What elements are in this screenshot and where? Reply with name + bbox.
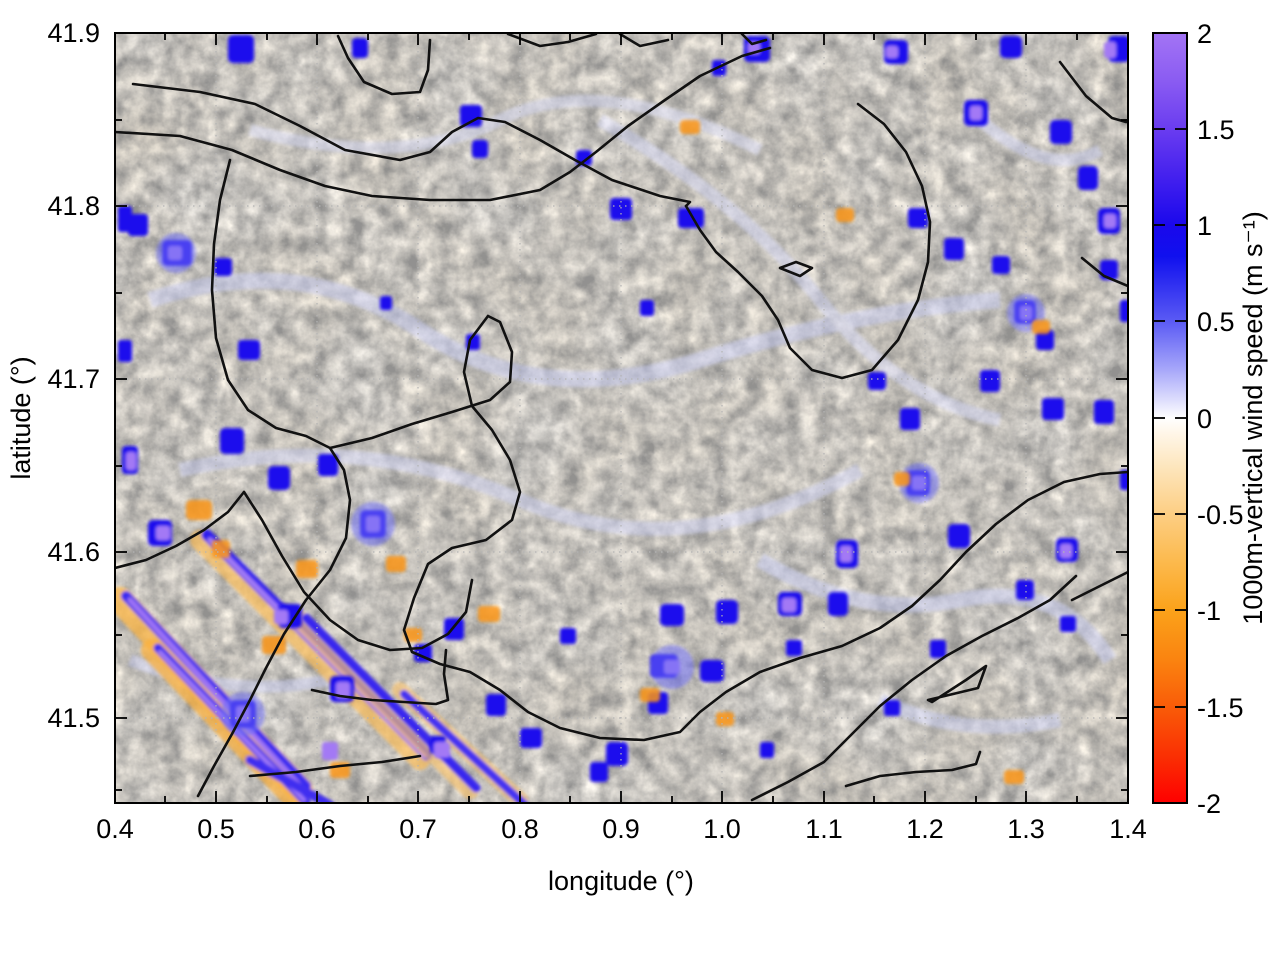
terrain-contour-lines bbox=[115, 33, 1128, 802]
x-tick-label: 0.8 bbox=[501, 814, 539, 844]
x-axis-tick-labels: 0.4 0.5 0.6 0.7 0.8 0.9 1.0 1.1 1.2 1.3 … bbox=[96, 814, 1147, 844]
y-tick-label: 41.6 bbox=[47, 537, 100, 567]
colorbar-title: 1000m-vertical wind speed (m s⁻¹) bbox=[1238, 211, 1268, 624]
x-tick-label: 1.3 bbox=[1007, 814, 1045, 844]
colorbar-tick-label: 1.5 bbox=[1197, 115, 1235, 145]
colorbar-tick-label: -1 bbox=[1197, 596, 1221, 626]
y-tick-label: 41.7 bbox=[47, 364, 100, 394]
y-tick-label: 41.5 bbox=[47, 703, 100, 733]
x-tick-label: 0.6 bbox=[298, 814, 336, 844]
colorbar-tick-label: 2 bbox=[1197, 19, 1212, 49]
y-tick-label: 41.8 bbox=[47, 191, 100, 221]
y-tick-label: 41.9 bbox=[47, 18, 100, 48]
colorbar-title-text: 1000m-vertical wind speed (m s⁻¹) bbox=[1238, 211, 1268, 624]
y-axis-title: latitude (°) bbox=[6, 356, 36, 479]
x-tick-label: 1.2 bbox=[906, 814, 944, 844]
plot-gridlines bbox=[115, 33, 1128, 803]
x-axis-ticks bbox=[114, 33, 1129, 803]
colorbar-tick-label: 1 bbox=[1197, 211, 1212, 241]
colorbar-tick-label: 0 bbox=[1197, 404, 1212, 434]
colorbar-tick-label: -2 bbox=[1197, 789, 1221, 819]
heatmap-field bbox=[115, 33, 1128, 803]
x-tick-label: 1.0 bbox=[703, 814, 741, 844]
colorbar-ticks bbox=[1153, 128, 1187, 708]
x-tick-label: 0.9 bbox=[602, 814, 640, 844]
colorbar-tick-label: -1.5 bbox=[1197, 693, 1244, 723]
wave-bands bbox=[115, 529, 528, 803]
x-tick-label: 1.1 bbox=[805, 814, 843, 844]
colorbar-tick-label: -0.5 bbox=[1197, 500, 1244, 530]
field-maxima bbox=[118, 35, 1128, 782]
y-axis-tick-labels: 41.5 41.6 41.7 41.8 41.9 bbox=[47, 18, 100, 733]
x-tick-label: 1.4 bbox=[1109, 814, 1147, 844]
colorbar: 2 1.5 1 0.5 0 -0.5 -1 -1.5 -2 1000m-vert… bbox=[1152, 19, 1268, 819]
x-tick-label: 0.5 bbox=[197, 814, 235, 844]
x-tick-label: 0.7 bbox=[399, 814, 437, 844]
colorbar-tick-label: 0.5 bbox=[1197, 307, 1235, 337]
x-tick-label: 0.4 bbox=[96, 814, 134, 844]
y-axis-ticks bbox=[115, 32, 1128, 791]
colorbar-tick-labels: 2 1.5 1 0.5 0 -0.5 -1 -1.5 -2 bbox=[1197, 19, 1244, 819]
x-axis-title: longitude (°) bbox=[548, 866, 694, 896]
